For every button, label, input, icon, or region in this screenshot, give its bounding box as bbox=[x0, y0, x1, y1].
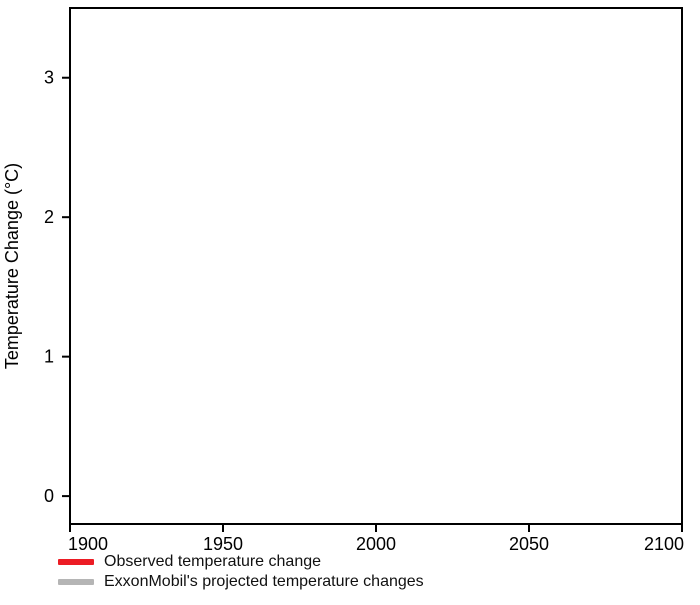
legend-item-projected: ExxonMobil's projected temperature chang… bbox=[58, 573, 424, 591]
x-tick-label: 1950 bbox=[203, 534, 243, 554]
y-axis-label: Temperature Change (°C) bbox=[2, 163, 22, 369]
legend-swatch bbox=[58, 579, 94, 585]
legend-swatch bbox=[58, 559, 94, 565]
line-chart: 1900 1950 2000 2050 2100 0 1 2 3 Temperature Chan… bbox=[0, 0, 700, 605]
x-tick-label: 1900 bbox=[68, 534, 108, 554]
x-tick-label: 2050 bbox=[509, 534, 549, 554]
y-tick-label: 0 bbox=[44, 486, 54, 506]
chart-container: 1900 1950 2000 2050 2100 0 1 2 3 Temperature Chan… bbox=[0, 0, 700, 605]
y-tick-label: 1 bbox=[44, 347, 54, 367]
legend: Observed temperature change ExxonMobil's… bbox=[58, 553, 424, 593]
legend-item-observed: Observed temperature change bbox=[58, 553, 424, 571]
x-tick-label: 2100 bbox=[644, 534, 684, 554]
legend-label: Observed temperature change bbox=[104, 553, 321, 571]
y-tick-label: 2 bbox=[44, 207, 54, 227]
x-tick-label: 2000 bbox=[356, 534, 396, 554]
y-tick-label: 3 bbox=[44, 68, 54, 88]
legend-label: ExxonMobil's projected temperature chang… bbox=[104, 573, 424, 591]
